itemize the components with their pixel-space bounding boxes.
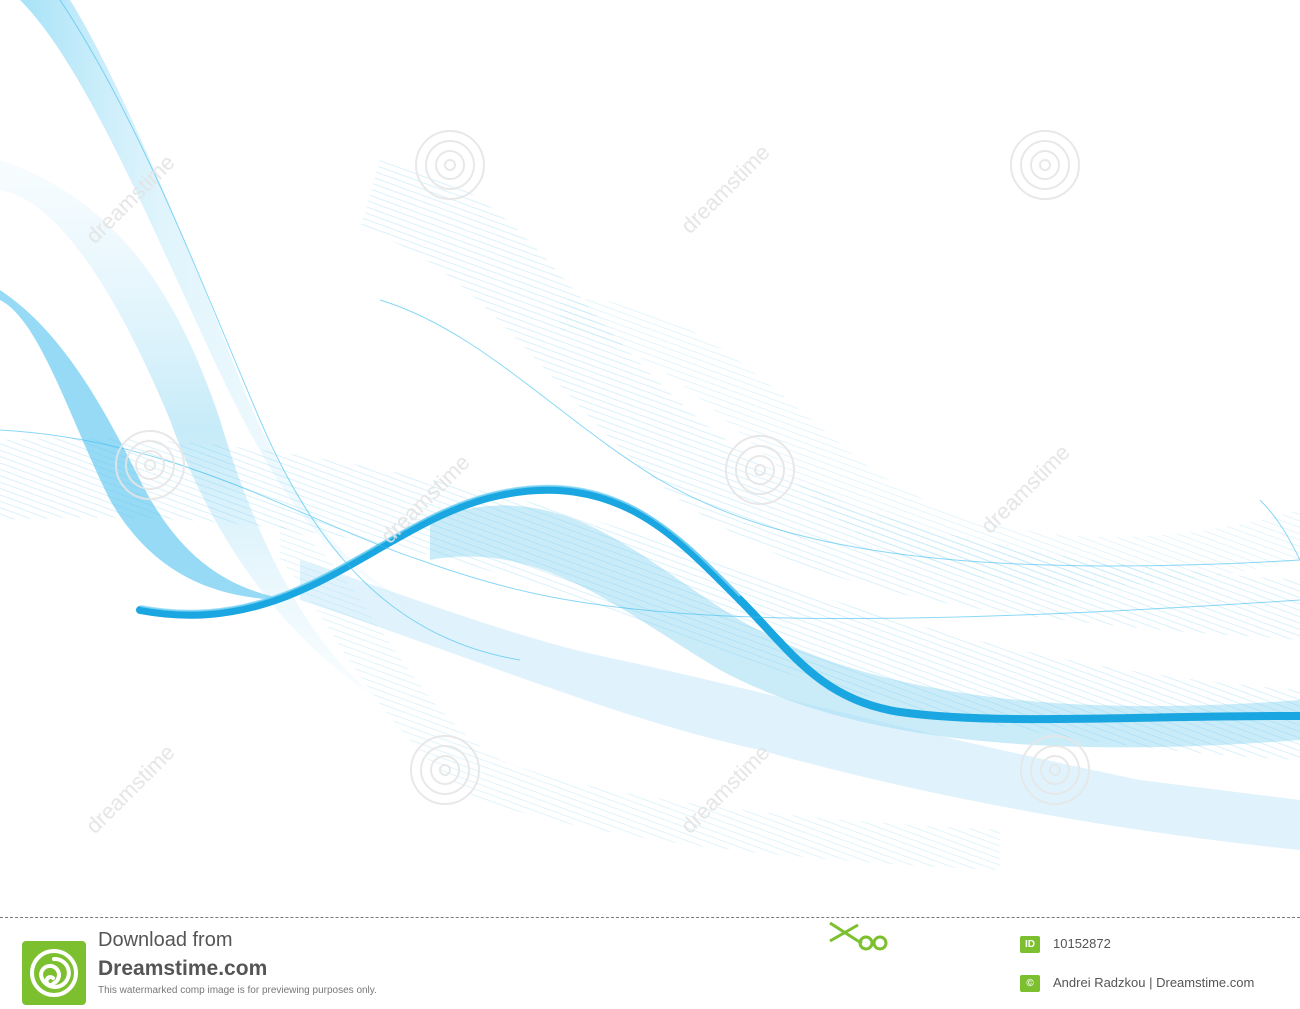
wide-translucent-ribbon xyxy=(300,505,1300,850)
image-id: 10152872 xyxy=(1053,936,1111,951)
soft-ribbon-left xyxy=(0,0,420,700)
watermark-spiral-icon xyxy=(410,735,480,805)
watermark-text: dreamstime xyxy=(81,740,180,839)
watermark-text: dreamstime xyxy=(676,140,775,239)
mesh-ribbons xyxy=(0,160,1300,870)
scissors-icon xyxy=(829,921,888,951)
watermark-text: dreamstime xyxy=(976,440,1075,539)
watermark-spiral-icon xyxy=(415,130,485,200)
dreamstime-logo-icon xyxy=(22,941,86,1005)
watermark-spiral-icon xyxy=(115,430,185,500)
fine-wave-lines xyxy=(0,0,1300,661)
cut-line xyxy=(0,917,1300,918)
watermark-spiral-icon xyxy=(725,435,795,505)
abstract-blue-wave-artwork: dreamstime dreamstime dreamstime dreamst… xyxy=(0,0,1300,870)
author-credit[interactable]: Andrei Radzkou | Dreamstime.com xyxy=(1053,975,1255,990)
primary-wave-stroke xyxy=(136,485,1300,724)
copyright-icon: © xyxy=(1020,975,1040,992)
dreamstime-site-link[interactable]: Dreamstime.com xyxy=(98,957,268,980)
download-footer: Download from Dreamstime.com This waterm… xyxy=(0,915,1300,1009)
watermark-spiral-icon xyxy=(1010,130,1080,200)
preview-notice: This watermarked comp image is for previ… xyxy=(98,985,377,996)
watermark-layer xyxy=(115,130,1090,805)
id-badge-icon: ID xyxy=(1020,936,1040,953)
watermark-spiral-icon xyxy=(1020,735,1090,805)
download-heading: Download from xyxy=(98,929,233,951)
